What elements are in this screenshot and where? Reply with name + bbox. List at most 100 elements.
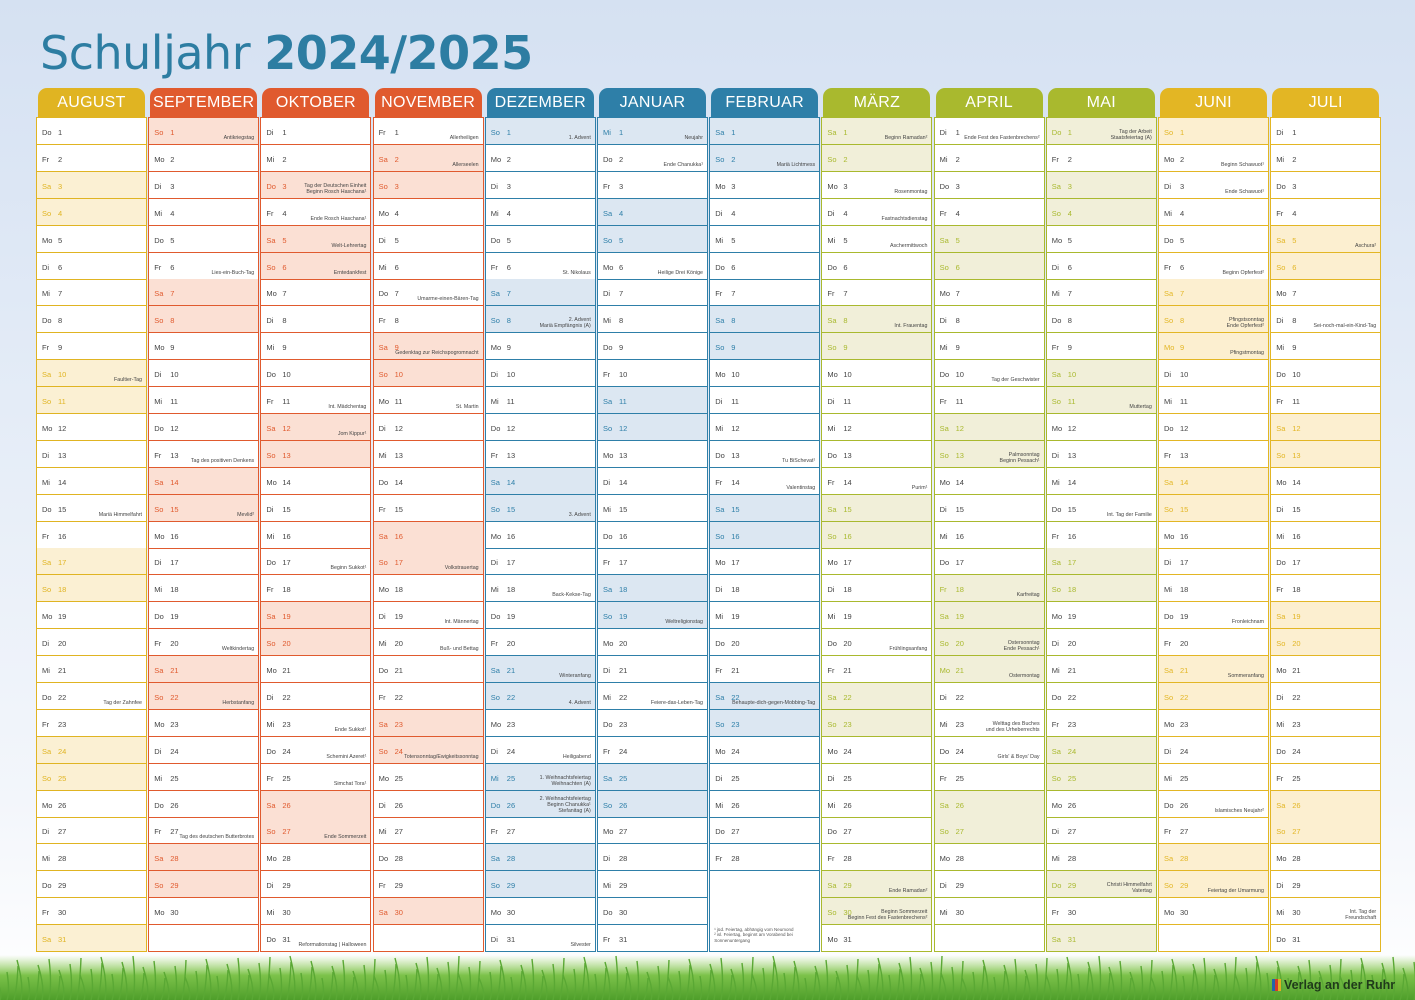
day-cell[interactable]: Di 31 Silvester <box>485 925 595 952</box>
day-cell[interactable]: Fr 30 <box>1046 898 1156 926</box>
day-cell[interactable]: So 25 <box>37 763 146 791</box>
day-cell[interactable]: Mo 18 <box>373 575 483 603</box>
day-cell[interactable]: Sa 16 <box>373 521 483 549</box>
day-cell[interactable]: Fr 21 <box>822 656 932 683</box>
day-cell[interactable]: Sa 17 <box>1046 548 1156 576</box>
day-cell[interactable]: So 23 <box>710 709 820 737</box>
day-cell[interactable]: Mi 23 Welttag des Buches und des Urheberre… <box>934 710 1044 737</box>
day-cell[interactable]: Di 10 <box>149 360 259 388</box>
day-cell[interactable]: Mi 11 <box>1159 387 1268 414</box>
day-cell[interactable]: Mo 16 <box>485 522 595 549</box>
day-cell[interactable]: So 19 Weltreligionstag <box>598 602 707 630</box>
day-cell[interactable]: Mo 31 <box>822 925 932 952</box>
day-cell[interactable]: Mi 21 <box>1046 656 1156 683</box>
day-cell[interactable]: So 1 1. Advent <box>485 118 595 145</box>
day-cell[interactable]: Sa 8 <box>710 306 820 334</box>
day-cell[interactable]: Sa 21 <box>149 656 259 683</box>
day-cell[interactable]: Do 13 Tu BiSchevat¹ <box>710 441 820 468</box>
day-cell[interactable]: Mi 8 <box>598 306 707 334</box>
day-cell[interactable]: Mi 23 Ende Sukkot¹ <box>261 710 371 737</box>
day-cell[interactable]: Fr 30 <box>37 898 146 926</box>
day-cell[interactable]: Fr 3 <box>598 172 707 199</box>
day-cell[interactable]: Fr 17 <box>598 548 707 576</box>
day-cell[interactable]: Di 15 <box>1271 495 1381 522</box>
day-cell[interactable]: Sa 8 Int. Frauentag <box>822 306 932 334</box>
day-cell[interactable]: Mo 24 <box>710 737 820 764</box>
day-cell[interactable]: So 4 <box>37 198 146 226</box>
day-cell[interactable]: Mi 9 <box>1271 333 1381 361</box>
day-cell[interactable]: Fr 11 <box>934 387 1044 414</box>
day-cell[interactable]: Di 13 <box>37 441 146 468</box>
day-cell[interactable]: Mi 20 Buß- und Bettag <box>373 629 483 657</box>
day-cell[interactable]: Mi 2 <box>261 145 371 172</box>
day-cell[interactable]: Fr 13 Tag des positiven Denkens <box>149 441 259 468</box>
day-cell[interactable]: Di 29 <box>261 871 371 899</box>
day-cell[interactable]: So 30 Beginn Sommerzeit Beginn Fest des Fa… <box>822 898 932 926</box>
day-cell[interactable]: Sa 4 <box>598 198 707 226</box>
day-cell[interactable]: Mo 21 Ostermontag <box>934 656 1044 683</box>
day-cell[interactable]: Di 11 <box>710 387 820 414</box>
day-cell[interactable]: Mo 21 <box>1271 656 1381 683</box>
day-cell[interactable]: Do 10 Tag der Geschwister <box>934 360 1044 388</box>
day-cell[interactable]: Di 13 <box>1046 441 1156 468</box>
day-cell[interactable]: So 29 <box>149 871 259 899</box>
day-cell[interactable]: Sa 23 <box>373 709 483 737</box>
day-cell[interactable]: Sa 22 <box>822 682 932 710</box>
day-cell[interactable]: So 6 <box>934 252 1044 280</box>
day-cell[interactable]: Mi 23 <box>1271 710 1381 737</box>
day-cell[interactable]: Fr 14 Purim¹ <box>822 468 932 495</box>
day-cell[interactable]: Do 29 <box>37 871 146 899</box>
day-cell[interactable]: Do 22 Tag der Zahnfee <box>37 683 146 710</box>
day-cell[interactable]: Fr 25 Simchat Tora¹ <box>261 764 371 791</box>
day-cell[interactable]: Di 19 Int. Männertag <box>373 602 483 630</box>
day-cell[interactable]: Di 4 Fastnachtsdienstag <box>822 199 932 226</box>
day-cell[interactable]: Di 27 <box>1046 817 1156 845</box>
day-cell[interactable]: Do 8 <box>1046 306 1156 334</box>
day-cell[interactable]: Fr 18 <box>1271 575 1381 603</box>
day-cell[interactable]: Fr 16 <box>1046 522 1156 549</box>
day-cell[interactable]: Mi 5 <box>710 226 820 253</box>
day-cell[interactable]: Mo 19 <box>37 602 146 630</box>
day-cell[interactable]: Mo 25 <box>373 764 483 791</box>
day-cell[interactable]: Mi 30 <box>934 898 1044 926</box>
day-cell[interactable]: Di 20 <box>1046 629 1156 657</box>
day-cell[interactable]: Mo 30 <box>485 898 595 926</box>
day-cell[interactable]: So 20 <box>1271 629 1381 657</box>
day-cell[interactable]: Sa 5 Aschura² <box>1271 225 1381 253</box>
day-cell[interactable]: Mi 19 <box>822 602 932 630</box>
day-cell[interactable]: Di 1 <box>261 118 371 145</box>
day-cell[interactable]: Mo 14 <box>1271 468 1381 495</box>
day-cell[interactable]: Di 21 <box>598 656 707 683</box>
day-cell[interactable]: Di 24 <box>149 737 259 764</box>
day-cell[interactable]: Di 11 <box>822 387 932 414</box>
day-cell[interactable]: Mi 26 <box>710 791 820 818</box>
day-cell[interactable]: Mi 11 <box>485 387 595 414</box>
day-cell[interactable]: Sa 15 <box>822 494 932 522</box>
day-cell[interactable]: Do 27 <box>710 817 820 845</box>
day-cell[interactable]: Do 27 <box>822 817 932 845</box>
day-cell[interactable]: Do 15 Mariä Himmelfahrt <box>37 495 146 522</box>
day-cell[interactable]: Di 6 <box>37 253 146 280</box>
day-cell[interactable]: So 24 Totensonntag/Ewigkeitssonntag <box>373 736 483 764</box>
day-cell[interactable]: Do 30 <box>598 898 707 926</box>
day-cell[interactable]: Mi 4 <box>1159 199 1268 226</box>
day-cell[interactable]: Di 8 <box>934 306 1044 334</box>
day-cell[interactable]: Sa 28 <box>149 844 259 872</box>
day-cell[interactable]: Di 22 <box>934 683 1044 710</box>
day-cell[interactable]: Mi 30 <box>261 898 371 926</box>
day-cell[interactable]: Do 16 <box>598 522 707 549</box>
day-cell[interactable]: Sa 7 <box>1159 279 1268 307</box>
day-cell[interactable]: So 8 Pfingstsonntag Ende Opferfest² <box>1159 306 1268 334</box>
day-cell[interactable]: So 15 Mevlid² <box>149 494 259 522</box>
day-cell[interactable]: Mo 12 <box>1046 414 1156 441</box>
day-cell[interactable]: Do 24 Schemini Azeret¹ <box>261 737 371 764</box>
day-cell[interactable]: So 20 <box>261 629 371 657</box>
day-cell[interactable]: Mo 30 <box>1159 898 1268 926</box>
day-cell[interactable]: So 25 <box>1046 763 1156 791</box>
day-cell[interactable]: Di 29 <box>934 871 1044 899</box>
day-cell[interactable]: Do 29 Christi Himmelfahrt Vatertag <box>1046 871 1156 899</box>
day-cell[interactable]: Fr 6 St. Nikolaus <box>485 253 595 280</box>
day-cell[interactable]: Do 12 <box>149 414 259 441</box>
day-cell[interactable]: Mi 25 <box>149 764 259 791</box>
day-cell[interactable]: Sa 7 <box>485 279 595 307</box>
